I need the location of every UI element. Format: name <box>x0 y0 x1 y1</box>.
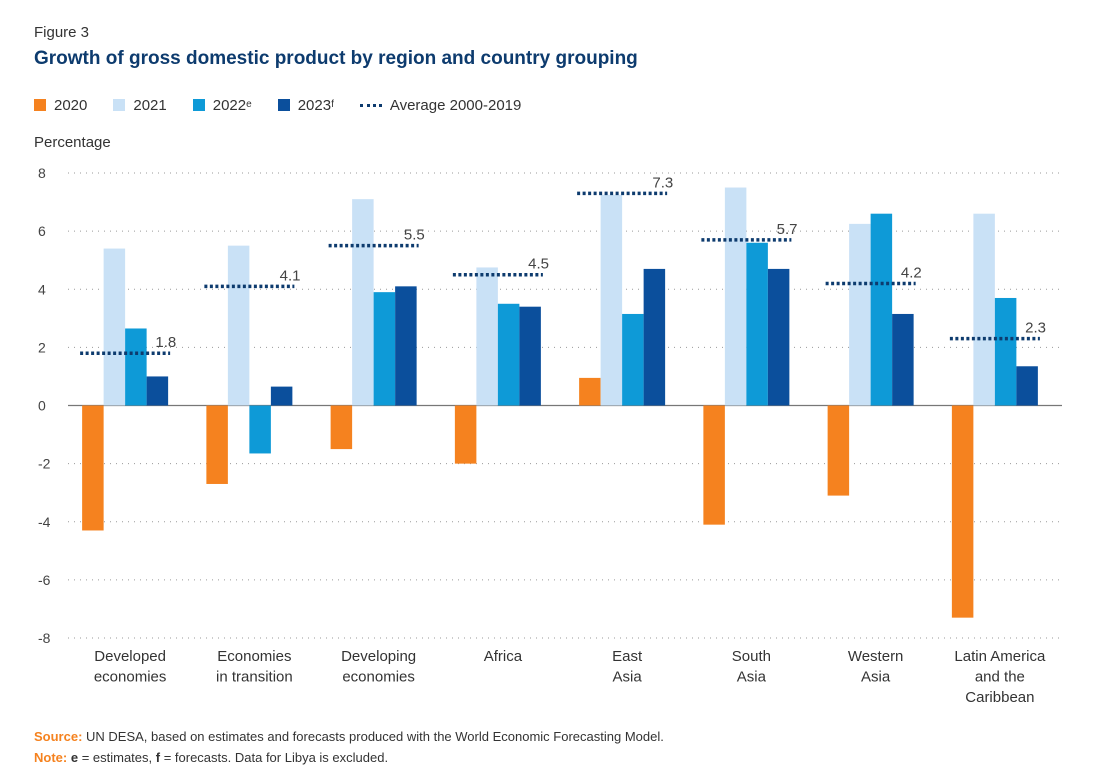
legend-swatch-2021 <box>113 99 126 111</box>
y-tick-label: 6 <box>38 223 46 239</box>
bar-2021 <box>476 267 498 406</box>
bar-2023 <box>892 313 914 406</box>
category-label: Africa <box>484 648 523 665</box>
figure-label: Figure 3 <box>34 24 90 41</box>
average-label: 5.5 <box>404 227 425 244</box>
bar-2020 <box>330 405 353 450</box>
bar-2022 <box>125 328 147 406</box>
bar-2020 <box>579 377 601 406</box>
bar-2022 <box>870 213 893 406</box>
category-label: and the <box>975 669 1025 686</box>
bar-2020 <box>206 405 228 484</box>
legend-swatch-2020 <box>34 99 46 111</box>
category-label: in transition <box>216 669 293 686</box>
footnote: Note: e = estimates, f = forecasts. Data… <box>34 750 388 765</box>
category-label: Asia <box>613 669 643 686</box>
y-tick-label: -6 <box>38 572 51 588</box>
source-text: UN DESA, based on estimates and forecast… <box>82 729 664 744</box>
category-label: Economies <box>217 648 291 665</box>
bar-2022 <box>994 297 1017 406</box>
bar-2023 <box>767 268 790 406</box>
y-tick-label: -4 <box>38 514 51 530</box>
bar-2021 <box>352 199 374 406</box>
bar-2021 <box>724 187 747 406</box>
average-label: 2.3 <box>1025 320 1046 337</box>
legend-label-average: Average 2000-2019 <box>389 96 522 114</box>
legend-swatch-2023 <box>277 99 290 111</box>
bar-2023 <box>643 268 666 406</box>
y-tick-label: 4 <box>38 281 46 297</box>
y-tick-label: 2 <box>38 339 46 355</box>
average-label: 4.5 <box>528 256 549 273</box>
bar-2023 <box>519 306 541 406</box>
bar-2022 <box>373 292 396 406</box>
bar-2022 <box>249 405 271 454</box>
category-label: economies <box>342 669 415 686</box>
average-label: 4.2 <box>901 264 922 281</box>
y-tick-label: -8 <box>38 630 51 646</box>
average-label: 4.1 <box>280 267 301 284</box>
bar-2023 <box>1016 366 1038 406</box>
legend-label-2023: 2023 <box>297 96 332 114</box>
average-label: 1.8 <box>155 334 176 351</box>
legend-swatch-2022 <box>192 99 205 111</box>
bar-2023 <box>270 386 293 406</box>
average-label: 7.3 <box>652 174 673 191</box>
legend-swatch-average <box>359 103 382 107</box>
note-f-text: = forecasts. Data for Libya is excluded. <box>160 750 389 765</box>
category-label: South <box>732 648 771 665</box>
category-label: Latin America <box>954 648 1046 665</box>
bar-2020 <box>703 405 725 525</box>
category-label: East <box>612 648 643 665</box>
bar-2020 <box>951 405 974 618</box>
category-label: Asia <box>861 669 891 686</box>
bar-2021 <box>227 245 250 406</box>
category-label: Asia <box>737 669 767 686</box>
y-axis-label: Percentage <box>34 134 111 151</box>
legend-item-2022: 2022 e <box>192 96 252 114</box>
legend-item-2021: 2021 <box>113 96 167 114</box>
y-tick-label: -2 <box>38 456 51 472</box>
bar-2023 <box>395 286 417 406</box>
bar-2023 <box>146 376 169 406</box>
bar-2020 <box>82 405 104 531</box>
legend-label-2020: 2020 <box>54 96 88 114</box>
category-label: economies <box>94 669 167 686</box>
average-label: 5.7 <box>777 221 798 238</box>
category-label: Caribbean <box>965 689 1034 706</box>
bar-2021 <box>600 194 623 406</box>
note-e: e <box>70 750 79 765</box>
chart-title: Growth of gross domestic product by regi… <box>34 48 638 69</box>
note-e-text: = estimates, <box>78 750 156 765</box>
bar-2022 <box>497 303 520 406</box>
legend-label-2021: 2021 <box>133 96 167 114</box>
category-label: Developed <box>94 648 166 665</box>
source-note: Source: UN DESA, based on estimates and … <box>34 729 664 744</box>
note-f: f <box>155 750 161 765</box>
source-key: Source: <box>34 729 83 744</box>
bar-2021 <box>849 223 871 406</box>
bar-2022 <box>622 313 644 406</box>
legend: 2020 2021 2022 e 2023 f Average 2000-2019 <box>34 94 547 116</box>
legend-label-2022: 2022 <box>212 96 247 114</box>
category-label: Developing <box>341 648 416 665</box>
bar-2020 <box>454 405 477 464</box>
legend-item-2023: 2023 f <box>277 96 334 114</box>
bar-2020 <box>827 405 850 496</box>
note-key: Note: <box>34 750 68 765</box>
y-tick-label: 0 <box>38 398 46 414</box>
bar-2021 <box>103 248 126 406</box>
bar-2022 <box>746 242 768 406</box>
y-tick-label: 8 <box>38 165 46 181</box>
category-label: Western <box>848 648 904 665</box>
legend-item-average: Average 2000-2019 <box>359 96 522 114</box>
legend-item-2020: 2020 <box>34 97 87 114</box>
bar-2021 <box>973 213 995 406</box>
